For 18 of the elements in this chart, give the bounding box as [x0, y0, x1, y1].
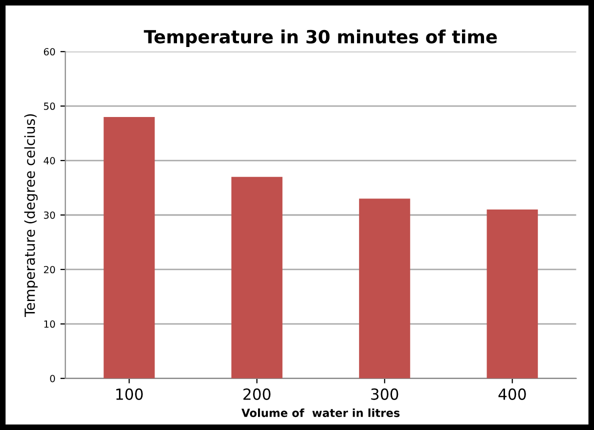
y-tick-label: 30: [44, 211, 55, 219]
y-tick-label: 0: [50, 374, 55, 382]
bar: [231, 176, 282, 378]
x-tick-label: 400: [498, 388, 526, 400]
bar: [104, 116, 155, 378]
x-axis-title: Volume of water in litres: [242, 408, 400, 418]
x-tick-label: 300: [371, 388, 398, 400]
y-tick-label: 50: [44, 102, 55, 110]
y-tick-label: 40: [44, 157, 55, 164]
bar: [486, 210, 538, 378]
x-tick-label: 100: [116, 388, 143, 400]
chart-title: Temperature in 30 minutes of time: [144, 30, 497, 48]
x-tick-label: 200: [243, 388, 270, 400]
y-tick-label: 60: [44, 48, 55, 56]
y-tick-label: 10: [44, 320, 55, 328]
bar: [359, 198, 410, 378]
y-tick-label: 20: [44, 266, 55, 274]
y-axis-title: Temperature (degree celcius): [24, 114, 38, 317]
